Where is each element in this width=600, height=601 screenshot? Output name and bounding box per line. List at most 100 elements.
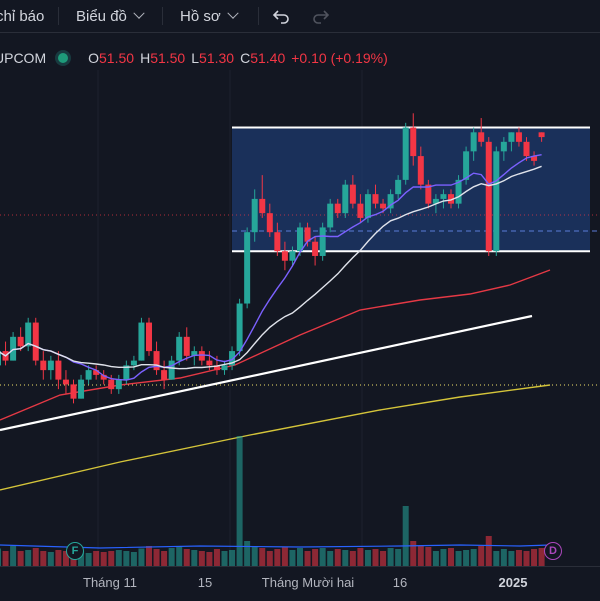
profile-menu[interactable]: Hồ sơ bbox=[180, 0, 239, 32]
volume-bar bbox=[425, 547, 432, 566]
redo-button[interactable] bbox=[312, 0, 330, 32]
volume-ma-line bbox=[0, 544, 551, 549]
candle-body bbox=[387, 194, 394, 209]
event-marker-f[interactable]: F bbox=[66, 542, 84, 560]
candle-body bbox=[191, 351, 198, 356]
change-value: +0.10 (+0.19%) bbox=[291, 50, 388, 66]
volume-bar bbox=[161, 551, 168, 566]
volume-bar bbox=[274, 549, 281, 566]
candle-body bbox=[500, 141, 507, 152]
candle-body bbox=[221, 365, 228, 371]
candle-body bbox=[100, 374, 107, 380]
candle-body bbox=[395, 179, 402, 195]
candle-body bbox=[349, 184, 356, 204]
event-marker-d[interactable]: D bbox=[544, 542, 562, 560]
candle-body bbox=[334, 203, 341, 214]
volume-bar bbox=[334, 549, 341, 566]
volume-bar bbox=[251, 546, 258, 566]
indicators-menu[interactable]: chỉ báo bbox=[0, 0, 44, 32]
candle-body bbox=[40, 360, 47, 371]
volume-bar bbox=[508, 551, 515, 566]
candle-body bbox=[289, 251, 296, 261]
candle-body bbox=[251, 198, 258, 233]
volume-bar bbox=[55, 550, 62, 566]
volume-bar bbox=[153, 549, 160, 566]
candle-body bbox=[115, 379, 122, 390]
volume-bar bbox=[115, 550, 122, 566]
candle-body bbox=[357, 203, 364, 218]
volume-bar bbox=[25, 550, 32, 566]
candle-body bbox=[213, 365, 220, 371]
volume-bar bbox=[10, 546, 17, 566]
candle-body bbox=[432, 198, 439, 204]
ma-10-line bbox=[0, 154, 542, 381]
open-key: O bbox=[88, 50, 100, 66]
candle-body bbox=[380, 203, 387, 209]
volume-bar bbox=[281, 547, 288, 566]
volume-bar bbox=[327, 551, 334, 566]
candle-body bbox=[319, 227, 326, 256]
volume-bar bbox=[387, 548, 394, 566]
candle-body bbox=[515, 132, 522, 142]
ma-200-line bbox=[0, 384, 551, 491]
candle-body bbox=[244, 232, 251, 304]
volume-bar bbox=[138, 548, 145, 566]
high-key: H bbox=[140, 50, 151, 66]
volume-bar bbox=[198, 551, 205, 566]
volume-bar bbox=[176, 547, 183, 566]
candle-body bbox=[32, 322, 39, 361]
candle-body bbox=[493, 151, 500, 252]
volume-bar bbox=[364, 550, 371, 566]
volume-bar bbox=[380, 551, 387, 566]
chevron-down-icon bbox=[133, 7, 145, 19]
volume-bar bbox=[357, 548, 364, 566]
volume-bar bbox=[470, 549, 477, 566]
candle-body bbox=[93, 370, 100, 375]
ma-20-line bbox=[0, 165, 542, 370]
candle-body bbox=[168, 360, 175, 380]
exchange-name: UPCOM bbox=[0, 50, 47, 66]
candle-body bbox=[402, 127, 409, 180]
profile-label: Hồ sơ bbox=[180, 7, 221, 25]
candle-body bbox=[485, 141, 492, 252]
candle-body bbox=[297, 227, 303, 252]
candle-body bbox=[198, 351, 205, 361]
candle-body bbox=[108, 379, 115, 390]
candle-body bbox=[62, 379, 69, 385]
symbol-legend: UPCOM O51.50 H51.50 L51.30 C51.40 +0.10 … bbox=[0, 47, 394, 69]
candle-body bbox=[10, 336, 17, 361]
candle-body bbox=[508, 132, 515, 142]
volume-bar bbox=[440, 549, 447, 566]
undo-icon bbox=[272, 10, 289, 24]
low-value: 51.30 bbox=[199, 50, 235, 66]
volume-bar bbox=[342, 550, 349, 566]
candle-body bbox=[138, 322, 145, 361]
toolbar-divider bbox=[162, 7, 163, 25]
undo-button[interactable] bbox=[272, 0, 290, 32]
candle-body bbox=[161, 370, 168, 380]
volume-bar bbox=[349, 551, 356, 566]
candle-body bbox=[206, 360, 213, 366]
candle-body bbox=[78, 379, 85, 399]
volume-bar bbox=[485, 536, 492, 566]
market-status-icon bbox=[58, 53, 69, 63]
candle-body bbox=[55, 360, 62, 380]
candle-body bbox=[274, 232, 281, 252]
volume-bar bbox=[85, 553, 92, 566]
candle-body bbox=[425, 184, 432, 204]
candle-body bbox=[455, 179, 462, 204]
candle-body bbox=[463, 151, 470, 180]
toolbar-divider bbox=[258, 7, 259, 25]
candle-body bbox=[47, 360, 54, 371]
candle-body bbox=[153, 351, 160, 371]
volume-bar bbox=[531, 549, 538, 566]
charts-label: Biểu đồ bbox=[76, 7, 127, 25]
time-axis[interactable]: Tháng 11 15 Tháng Mười hai 16 2025 bbox=[0, 566, 600, 601]
candle-body bbox=[304, 227, 311, 242]
volume-bar bbox=[93, 551, 100, 566]
charts-menu[interactable]: Biểu đồ bbox=[76, 0, 145, 32]
volume-bar bbox=[191, 550, 198, 566]
volume-bar bbox=[108, 551, 115, 566]
candle-body bbox=[523, 141, 530, 157]
